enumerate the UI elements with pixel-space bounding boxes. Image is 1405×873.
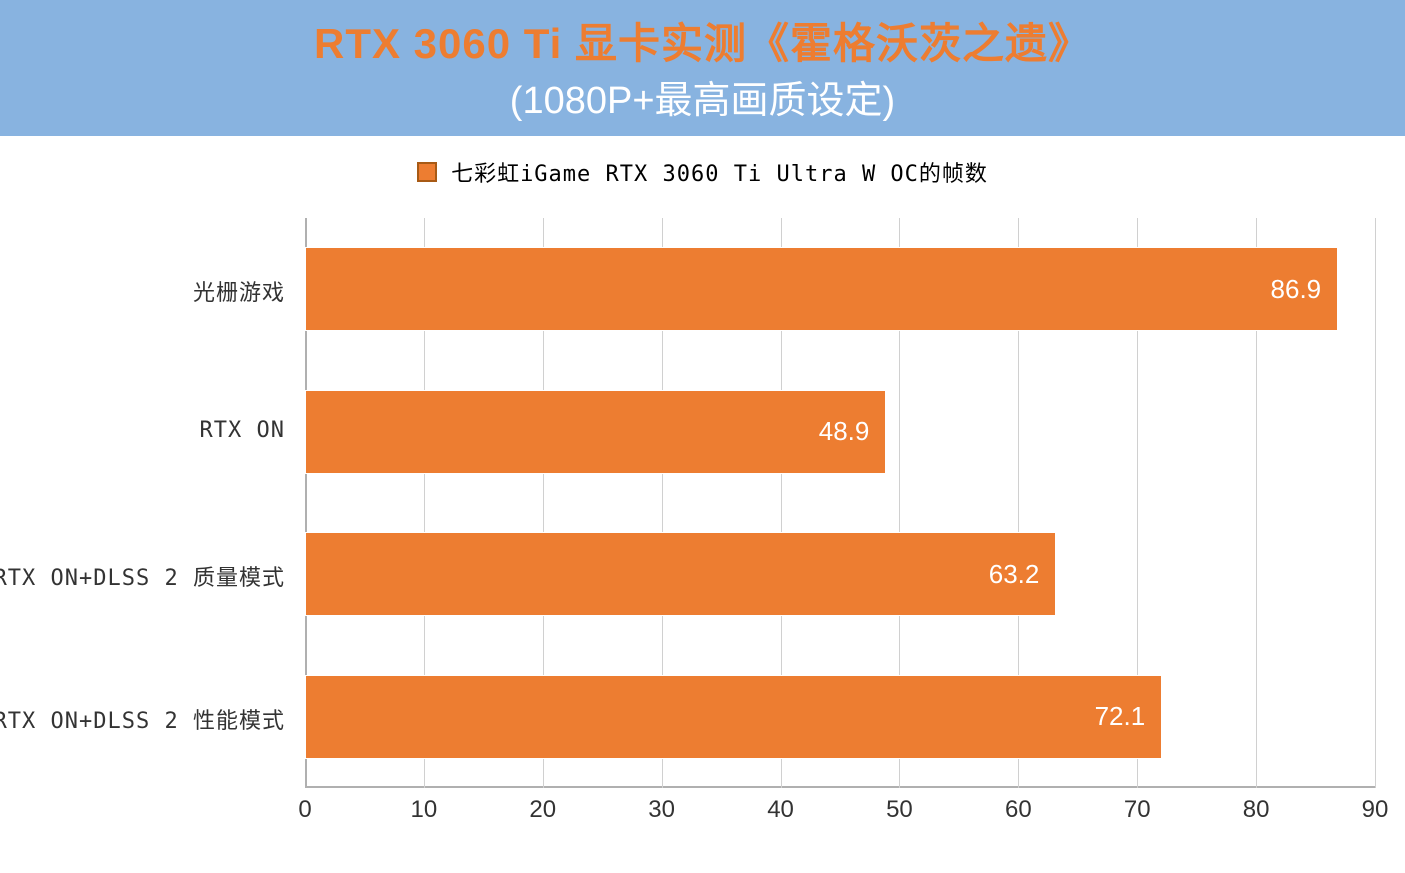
- bar-value-label: 48.9: [819, 416, 870, 447]
- x-axis-tick: 20: [529, 796, 556, 824]
- legend-swatch: [417, 162, 437, 182]
- chart-title: RTX 3060 Ti 显卡实测《霍格沃茨之遗》: [0, 10, 1405, 71]
- bar: 48.9: [305, 390, 886, 474]
- x-axis-tick: 40: [767, 796, 794, 824]
- x-axis-tick: 80: [1243, 796, 1270, 824]
- x-axis-tick: 10: [411, 796, 438, 824]
- y-axis-label: 光栅游戏: [0, 275, 285, 307]
- y-axis-label: RTX ON+DLSS 2 性能模式: [0, 703, 285, 735]
- bar: 63.2: [305, 532, 1056, 616]
- x-axis-tick: 70: [1124, 796, 1151, 824]
- legend-label: 七彩虹iGame RTX 3060 Ti Ultra W OC的帧数: [451, 156, 988, 188]
- bar-value-label: 63.2: [989, 559, 1040, 590]
- chart-header: RTX 3060 Ti 显卡实测《霍格沃茨之遗》 (1080P+最高画质设定): [0, 0, 1405, 136]
- chart-container: 0102030405060708090光栅游戏86.9RTX ON48.9RTX…: [305, 218, 1375, 848]
- gridline: [1375, 218, 1376, 788]
- x-axis-tick: 90: [1362, 796, 1389, 824]
- bar-value-label: 86.9: [1271, 274, 1322, 305]
- x-axis-tick: 0: [298, 796, 311, 824]
- x-axis-tick: 50: [886, 796, 913, 824]
- bar-value-label: 72.1: [1095, 701, 1146, 732]
- y-axis-label: RTX ON: [0, 418, 285, 443]
- x-axis-tick: 60: [1005, 796, 1032, 824]
- bar: 86.9: [305, 247, 1338, 331]
- x-axis-tick: 30: [648, 796, 675, 824]
- bar: 72.1: [305, 675, 1162, 759]
- chart-subtitle: (1080P+最高画质设定): [0, 69, 1405, 124]
- y-axis-label: RTX ON+DLSS 2 质量模式: [0, 560, 285, 592]
- chart-legend: 七彩虹iGame RTX 3060 Ti Ultra W OC的帧数: [0, 156, 1405, 188]
